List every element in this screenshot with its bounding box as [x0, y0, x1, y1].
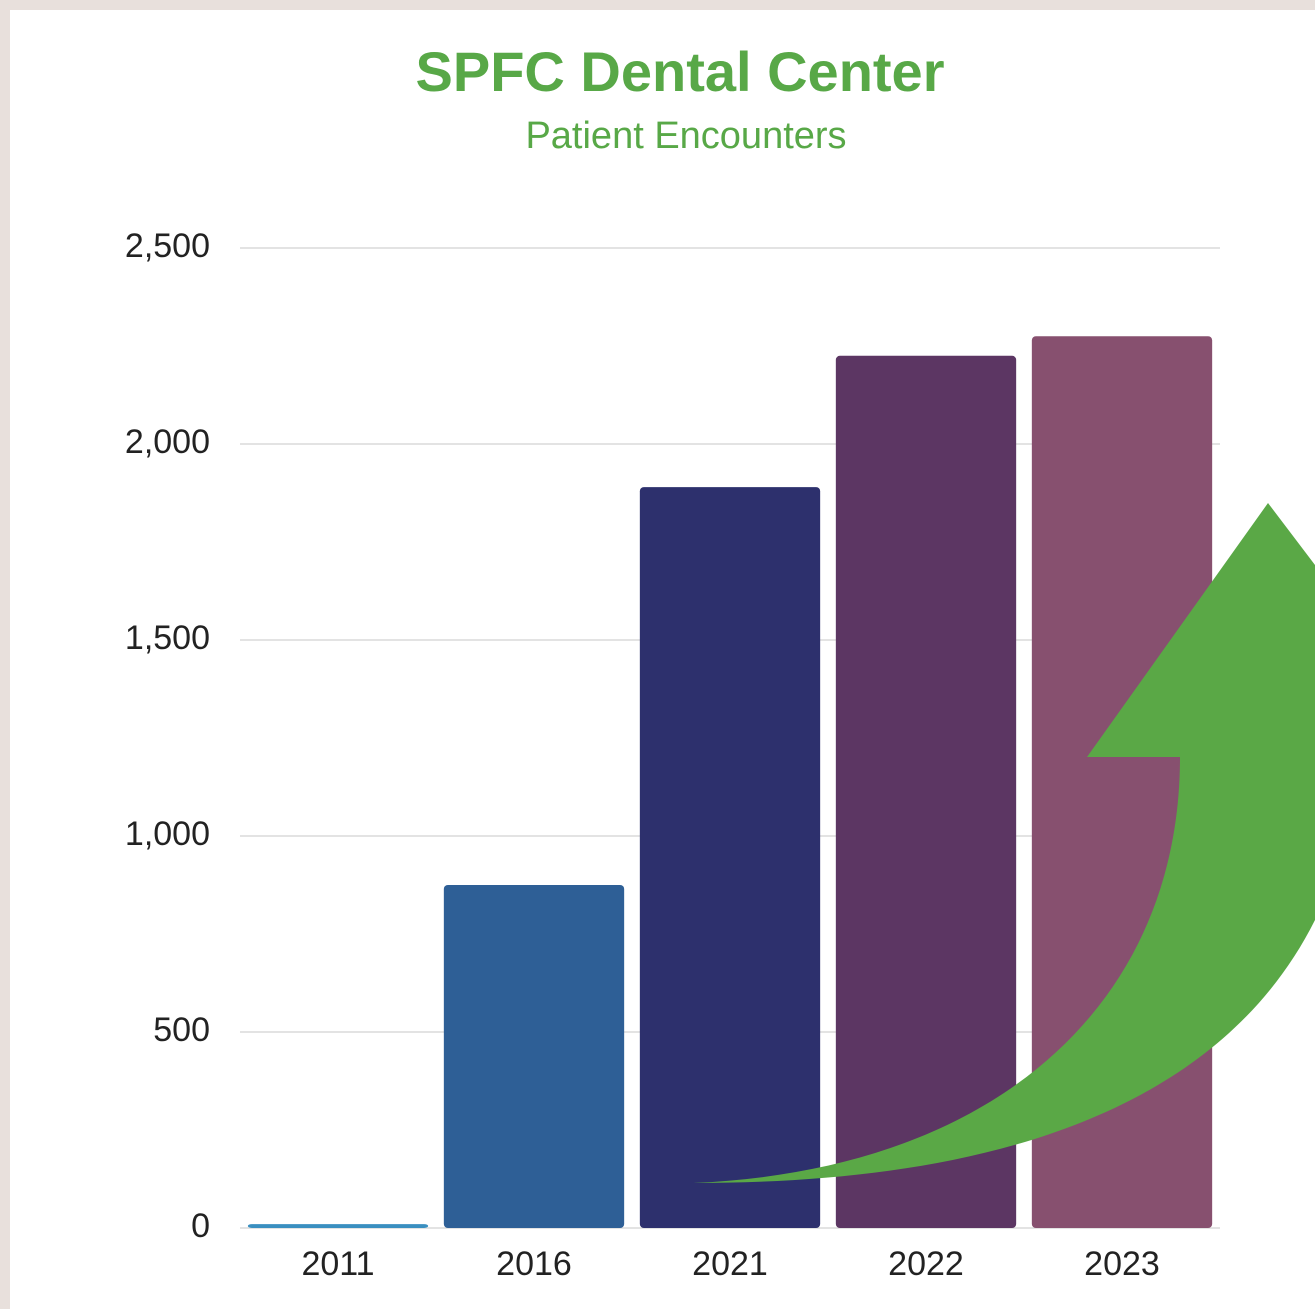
y-tick-label: 2,000: [125, 423, 210, 461]
bar: [639, 487, 821, 1228]
y-tick-label: 0: [191, 1207, 210, 1245]
chart-subtitle: Patient Encounters: [525, 115, 846, 157]
plot: 0 500 1,000 1,500 2,000 2,500 2011 2016 2021 2022…: [125, 227, 1220, 1283]
y-tick-label: 500: [153, 1011, 210, 1049]
bar: [247, 1224, 429, 1228]
growth-arrow: [693, 503, 1315, 1183]
y-tick-label: 2,500: [125, 227, 210, 265]
x-tick-label: 2021: [692, 1245, 768, 1283]
x-tick-label: 2022: [888, 1245, 964, 1283]
y-tick-label: 1,500: [125, 619, 210, 657]
x-tick-label: 2016: [496, 1245, 572, 1283]
x-tick-label: 2011: [301, 1245, 374, 1283]
bar: [835, 355, 1017, 1228]
chart-title: SPFC Dental Center: [416, 40, 945, 103]
bar: [443, 885, 625, 1228]
y-tick-label: 1,000: [125, 815, 210, 853]
x-tick-label: 2023: [1084, 1245, 1160, 1283]
